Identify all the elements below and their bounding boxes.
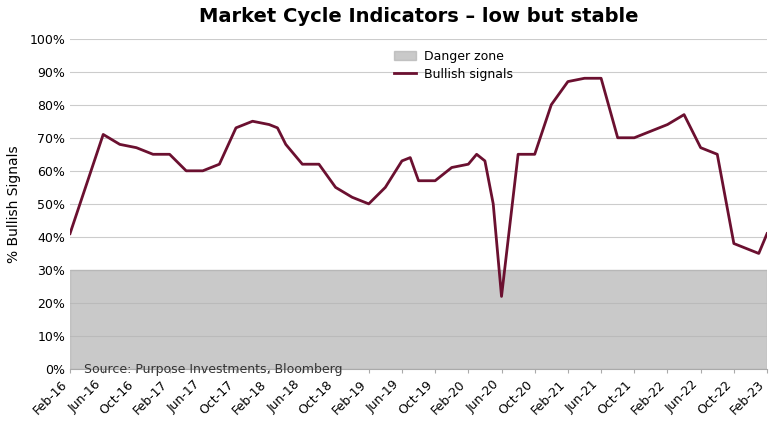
Legend: Danger zone, Bullish signals: Danger zone, Bullish signals [389,45,518,86]
Bar [70,270,767,369]
Text: Source: Purpose Investments, Bloomberg: Source: Purpose Investments, Bloomberg [84,363,342,376]
Y-axis label: % Bullish Signals: % Bullish Signals [7,145,21,263]
Title: Market Cycle Indicators – low but stable: Market Cycle Indicators – low but stable [199,7,639,26]
